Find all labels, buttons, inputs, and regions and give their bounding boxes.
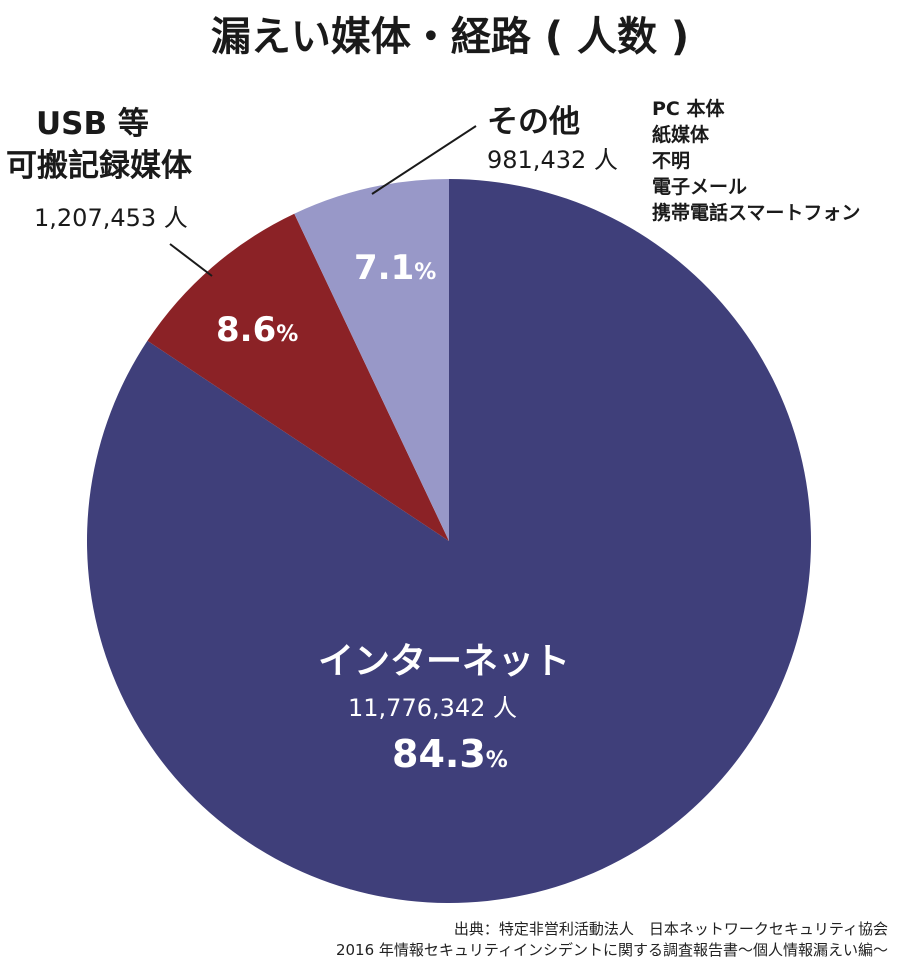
usb-label-line2: 可搬記録媒体 xyxy=(6,148,192,184)
internet-people: 11,776,342 人 xyxy=(348,694,518,722)
source-line2: 2016 年情報セキュリティインシデントに関する調査報告書〜個人情報漏えい編〜 xyxy=(335,941,888,959)
leader-line-usb xyxy=(169,243,213,277)
breakdown-item: 紙媒体 xyxy=(652,124,710,146)
breakdown-item: 不明 xyxy=(652,150,691,172)
pie-slice-internet xyxy=(87,179,812,903)
leader-line-other xyxy=(371,125,477,195)
breakdown-item: 電子メール xyxy=(652,176,748,198)
breakdown-item: 携帯電話スマートフォン xyxy=(652,202,861,224)
source-line1: 出典：特定非営利活動法人 日本ネットワークセキュリティ協会 xyxy=(453,920,888,938)
other-people: 981,432 人 xyxy=(487,146,618,174)
usb-label-line1: USB 等 xyxy=(36,106,149,142)
pie-slice-usb xyxy=(147,213,449,542)
pie-slice-other xyxy=(294,179,449,541)
other-breakdown: PC 本体 紙媒体 不明 電子メール 携帯電話スマートフォン xyxy=(652,96,860,226)
breakdown-item: PC 本体 xyxy=(652,98,725,120)
chart-title: 漏えい媒体・経路 ( 人数 ) xyxy=(210,14,690,60)
internet-label: インターネット xyxy=(318,641,571,682)
other-label: その他 xyxy=(487,104,580,140)
internet-percent-label: 84.3% xyxy=(392,732,508,776)
other-percent-label: 7.1% xyxy=(354,248,437,288)
usb-people: 1,207,453 人 xyxy=(34,204,188,232)
usb-percent-label: 8.6% xyxy=(216,310,299,350)
